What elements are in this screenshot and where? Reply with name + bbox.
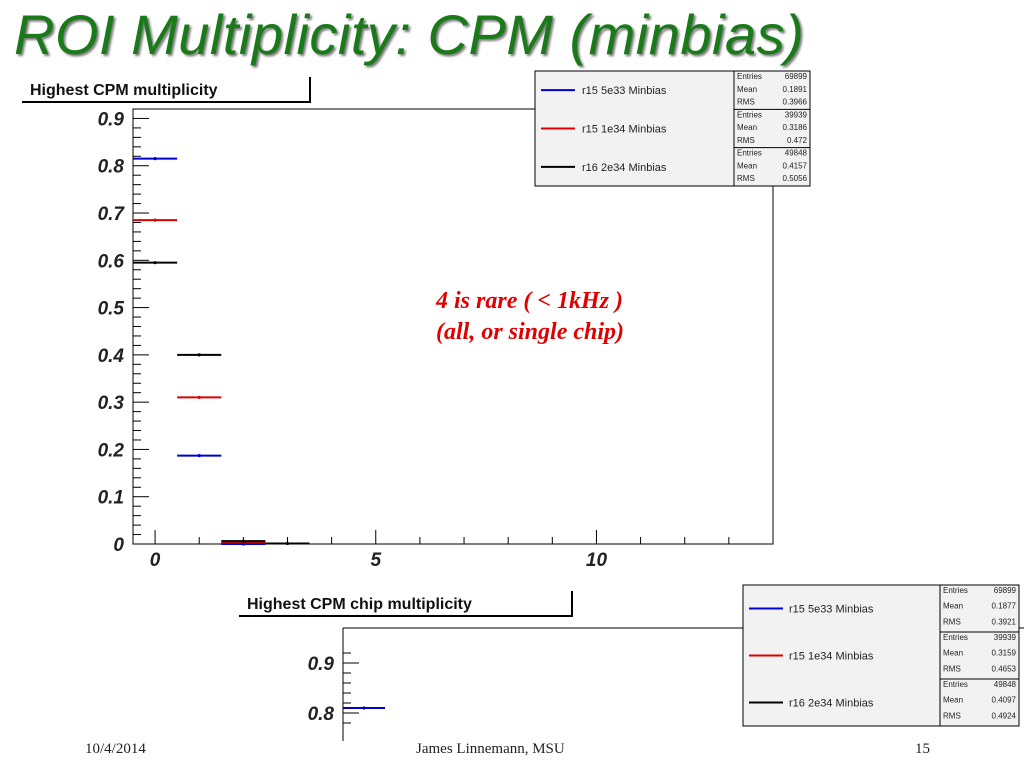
plot2-stats-value: 69899 [994,586,1017,595]
plot1-y-tick-label: 0.9 [98,109,125,130]
plot1-stats-label: Mean [737,85,757,94]
plot1-stats-label: Entries [737,72,762,81]
plot2-stats-label: Entries [943,586,968,595]
plot1-data-marker [153,261,157,265]
plot1-y-tick-label: 0.7 [98,204,126,225]
plot2-stats-label: RMS [943,664,961,673]
plot1-y-tick-label: 0.2 [98,440,125,461]
plot1-y-tick-label: 0.5 [98,299,125,320]
plot2-legend [742,584,1020,727]
plot1-stats-label: Mean [737,161,757,170]
plot1-stats-label: RMS [737,98,755,107]
footer-author: James Linnemann, MSU [416,741,565,757]
plot1-data-marker [197,353,201,357]
plot2-stats-label: RMS [943,711,961,720]
plot2-stats-value: 0.4924 [992,711,1017,720]
plot2-legend-label: r15 1e34 Minbias [789,651,874,663]
plot1-y-tick-label: 0.8 [98,157,125,178]
plot1-data-marker [285,541,290,546]
plot1-title-box [22,76,311,102]
plot1-stats-label: Mean [737,123,757,132]
plot1-y-tick-label: 0.3 [98,393,125,414]
plot1-legend-label: r16 2e34 Minbias [582,162,667,174]
annotation-line-2: (all, or single chip) [436,319,625,345]
plot1-data-marker [153,218,157,222]
plot2-legend-label: r16 2e34 Minbias [789,698,874,710]
plot2-stats-value: 0.4097 [992,696,1017,705]
plot2-stats-value: 49848 [994,680,1017,689]
plot1-data-marker [241,539,245,543]
plot2-title-box [239,590,572,616]
plot2-legend-label: r15 5e33 Minbias [789,604,874,616]
plot1-data-marker [197,395,201,400]
plot1-stats-value: 69899 [785,72,808,81]
footer-page-number: 15 [915,741,930,757]
plot1-stats-value: 0.4157 [783,161,808,170]
plot2-stats-value: 0.3921 [992,617,1017,626]
plot2-stats-label: Mean [943,696,963,705]
plot2-stats-value: 0.4653 [992,664,1017,673]
plot1-data-marker [153,157,157,161]
plot1-stats-label: Entries [737,149,762,158]
plot2-stats-value: 0.1877 [992,602,1017,611]
plot1-x-tick-label: 0 [150,550,161,571]
plot1-x-tick-label: 5 [370,550,381,571]
footer-date: 10/4/2014 [85,741,146,757]
plot1-y-tick-label: 0.4 [98,346,125,367]
plot2-stats-label: Entries [943,680,968,689]
plot1-stats-label: RMS [737,136,755,145]
plot1-y-tick-label: 0.6 [98,251,125,272]
plot1-stats-value: 39939 [785,110,808,119]
plot1-stats-value: 0.1891 [783,85,808,94]
plot1-stats-label: Entries [737,110,762,119]
annotation-line-1: 4 is rare ( < 1kHz ) [436,288,624,314]
plot1-y-tick-label: 0.1 [98,488,124,509]
plot2-title: Highest CPM chip multiplicity [247,596,472,613]
plot2-stats-label: Mean [943,649,963,658]
plot2-y-tick-label: 0.8 [308,704,335,725]
plot1-title: Highest CPM multiplicity [30,82,218,99]
slide-title: ROI Multiplicity: CPM (minbias) [14,3,805,66]
plot1-stats-value: 0.472 [787,136,808,145]
plot1-legend [534,70,811,187]
plot1-legend-label: r15 5e33 Minbias [582,85,667,97]
plot1-x-tick-label: 10 [586,550,608,571]
plot1-data-marker [197,453,201,458]
plot2-y-tick-label: 0.9 [308,654,335,675]
plot1-legend-label: r15 1e34 Minbias [582,124,667,136]
plot1-stats-value: 0.3966 [783,98,808,107]
plot1-stats-value: 0.3186 [783,123,808,132]
plot2-stats-label: Mean [943,602,963,611]
plot2-stats-label: Entries [943,633,968,642]
plot2-stats-value: 0.3159 [992,649,1017,658]
plot1-y-tick-label: 0 [113,535,124,556]
annotation: 4 is rare ( < 1kHz ) (all, or single chip… [436,286,624,348]
plot2-stats-value: 39939 [994,633,1017,642]
plot2-data-marker [362,706,366,710]
plot1-stats-value: 49848 [785,149,808,158]
plot1-stats-label: RMS [737,174,755,183]
plot1-stats-value: 0.5056 [783,174,808,183]
plot2-stats-label: RMS [943,617,961,626]
